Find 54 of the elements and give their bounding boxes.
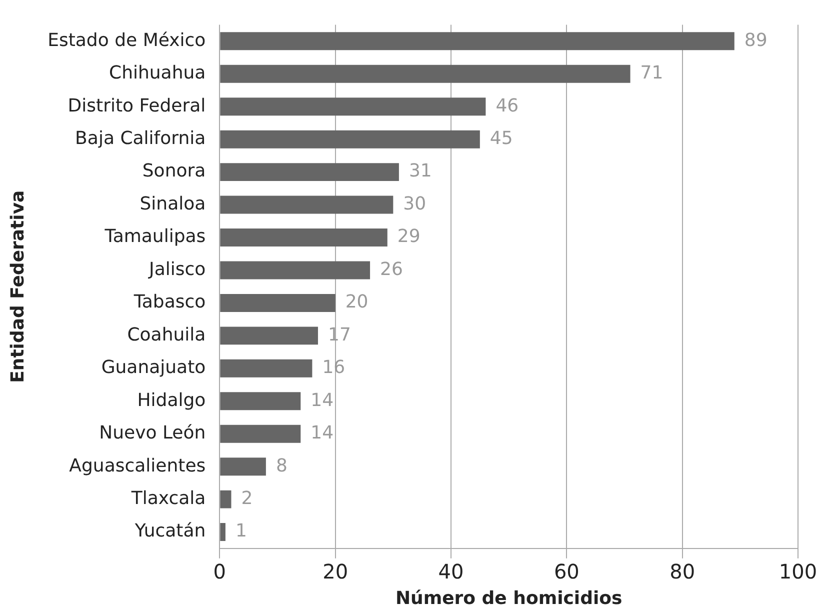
bar <box>220 228 388 247</box>
y-tick-label: Jalisco <box>148 258 206 280</box>
bar <box>220 261 370 280</box>
data-label: 14 <box>310 390 334 411</box>
y-tick-label: Tabasco <box>132 292 206 313</box>
data-label: 26 <box>380 258 403 280</box>
x-tick-label: 40 <box>438 560 464 584</box>
bar <box>220 326 318 345</box>
y-tick-label: Nuevo León <box>99 422 206 444</box>
x-tick-label: 60 <box>554 560 580 584</box>
y-tick-label: Chihuahua <box>109 62 206 84</box>
data-label: 46 <box>496 95 519 116</box>
bar <box>220 196 394 214</box>
data-label: 8 <box>276 455 288 476</box>
y-tick-label: Coahuila <box>127 324 206 346</box>
y-tick-label: Tamaulipas <box>104 226 206 248</box>
data-label: 2 <box>241 488 253 509</box>
bar <box>220 163 399 182</box>
y-axis-title: Entidad Federativa <box>7 190 28 383</box>
y-tick-label: Distrito Federal <box>68 95 206 116</box>
bar <box>220 98 486 116</box>
bar <box>220 359 312 378</box>
bar <box>220 64 630 83</box>
y-tick-label: Sonora <box>142 160 206 182</box>
bar <box>220 32 734 50</box>
data-label: 1 <box>235 520 247 542</box>
bar <box>220 392 301 410</box>
y-tick-label: Hidalgo <box>137 390 206 411</box>
bar <box>220 424 301 443</box>
y-tick-label: Aguascalientes <box>69 455 206 476</box>
data-label: 14 <box>310 422 334 444</box>
x-axis-title: Número de homicidios <box>395 588 622 609</box>
y-tick-label: Yucatán <box>134 520 206 542</box>
y-tick-label: Estado de México <box>48 30 206 51</box>
data-label: 20 <box>345 292 368 313</box>
y-tick-label: Sinaloa <box>140 193 206 214</box>
data-label: 30 <box>403 193 426 214</box>
bar <box>220 458 266 476</box>
bar <box>220 523 226 542</box>
data-label: 89 <box>744 30 768 51</box>
bar <box>220 294 336 312</box>
bar <box>220 490 232 508</box>
x-tick-label: 80 <box>670 560 696 584</box>
bar <box>220 130 480 148</box>
x-tick-label: 0 <box>213 560 226 584</box>
data-label: 31 <box>408 160 432 182</box>
x-tick-label: 100 <box>778 560 818 584</box>
data-label: 71 <box>640 62 664 84</box>
x-tick-label: 20 <box>322 560 348 584</box>
y-tick-label: Baja California <box>75 128 206 150</box>
y-tick-label: Guanajuato <box>101 357 206 378</box>
data-label: 45 <box>490 128 513 150</box>
y-tick-label: Tlaxcala <box>130 488 206 509</box>
data-label: 29 <box>397 226 420 248</box>
